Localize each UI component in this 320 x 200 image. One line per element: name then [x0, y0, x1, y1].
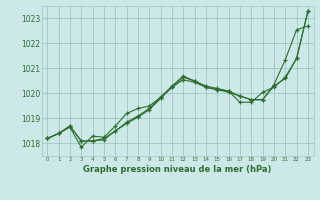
X-axis label: Graphe pression niveau de la mer (hPa): Graphe pression niveau de la mer (hPa): [84, 165, 272, 174]
